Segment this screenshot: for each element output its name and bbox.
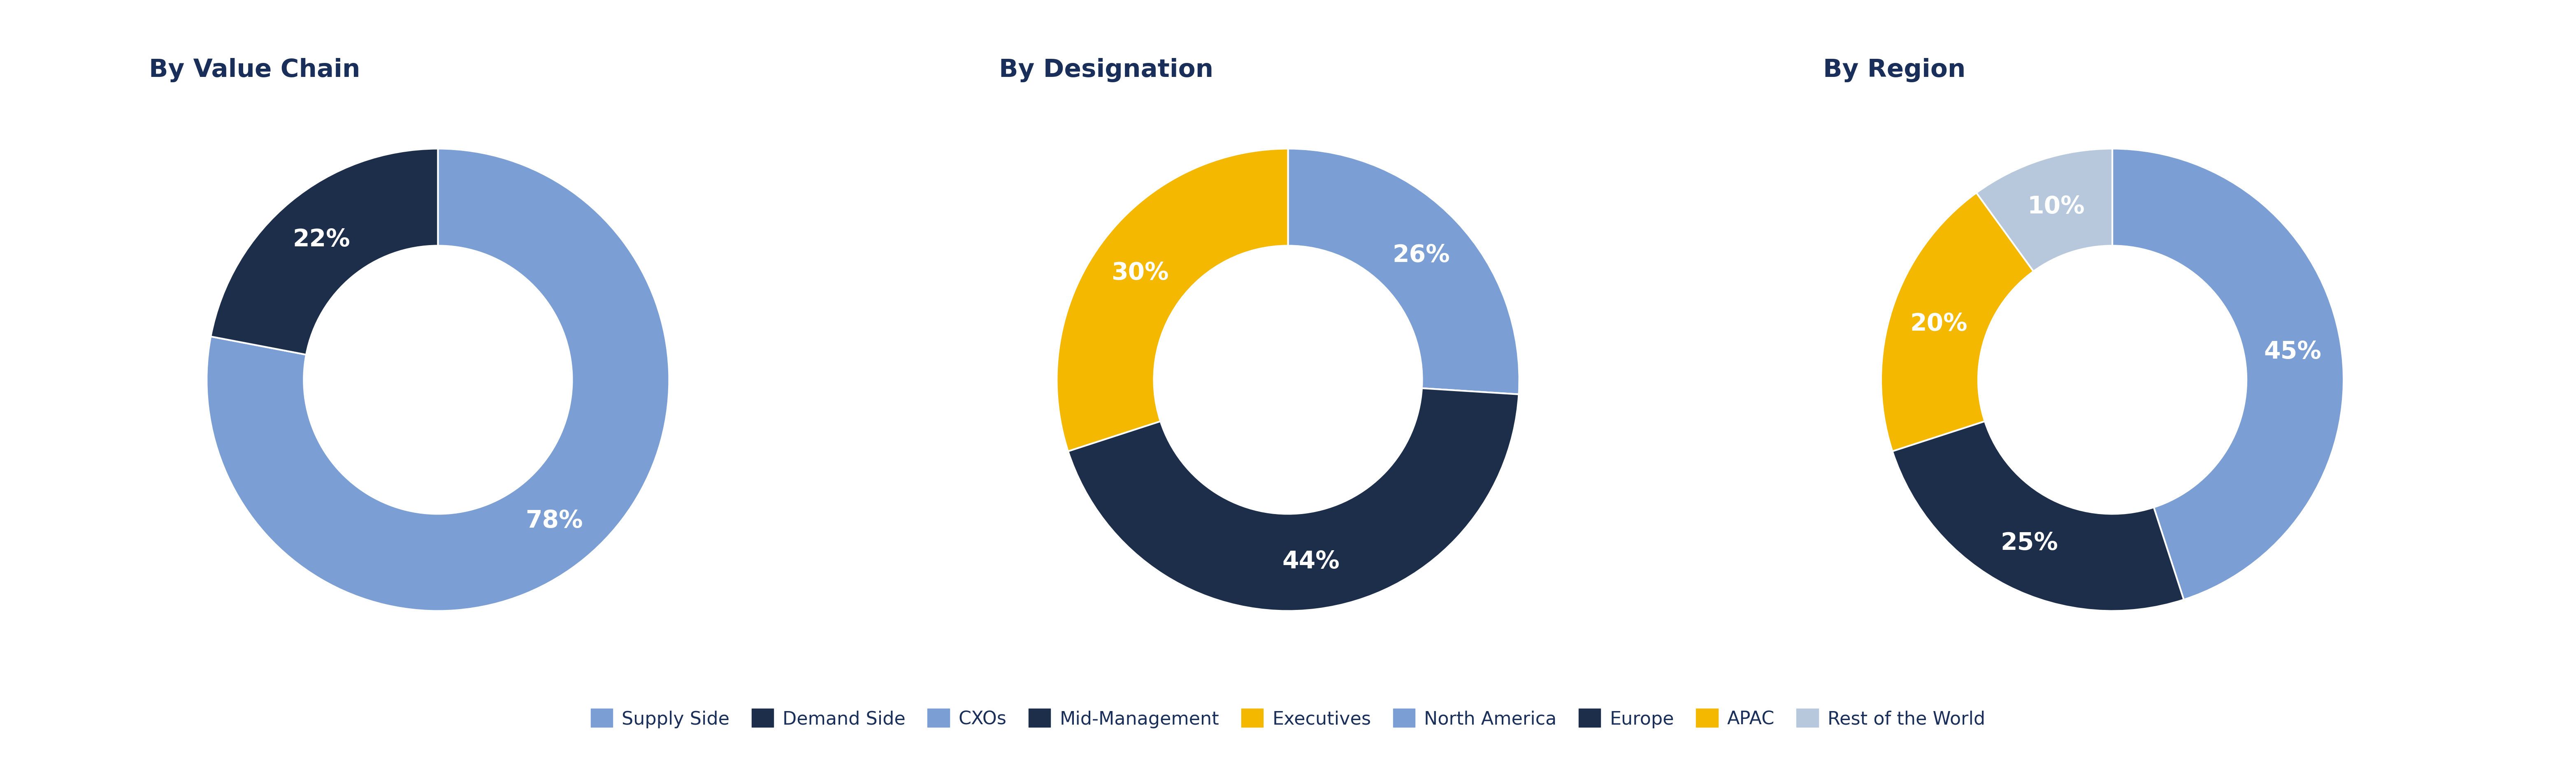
- Text: By Value Chain: By Value Chain: [149, 58, 361, 82]
- Text: 22%: 22%: [294, 228, 350, 251]
- Text: By Region: By Region: [1824, 58, 1965, 82]
- Wedge shape: [206, 149, 670, 611]
- Text: 30%: 30%: [1110, 261, 1170, 284]
- Text: By Designation: By Designation: [999, 58, 1213, 82]
- Text: 10%: 10%: [2027, 195, 2084, 218]
- Wedge shape: [2112, 149, 2344, 600]
- Text: 25%: 25%: [2002, 531, 2058, 554]
- Text: Primary Sources: Primary Sources: [1151, 30, 1425, 58]
- Wedge shape: [1880, 193, 2032, 451]
- Wedge shape: [1893, 421, 2184, 611]
- Text: 78%: 78%: [526, 509, 582, 532]
- Wedge shape: [1069, 388, 1520, 611]
- Text: 44%: 44%: [1283, 549, 1340, 573]
- Text: 20%: 20%: [1909, 312, 1968, 335]
- Text: 26%: 26%: [1394, 243, 1450, 267]
- Text: 45%: 45%: [2264, 340, 2321, 363]
- Wedge shape: [1976, 149, 2112, 271]
- Wedge shape: [1056, 149, 1288, 451]
- Legend: Supply Side, Demand Side, CXOs, Mid-Management, Executives, North America, Europ: Supply Side, Demand Side, CXOs, Mid-Mana…: [590, 708, 1986, 728]
- Wedge shape: [211, 149, 438, 355]
- Wedge shape: [1288, 149, 1520, 394]
